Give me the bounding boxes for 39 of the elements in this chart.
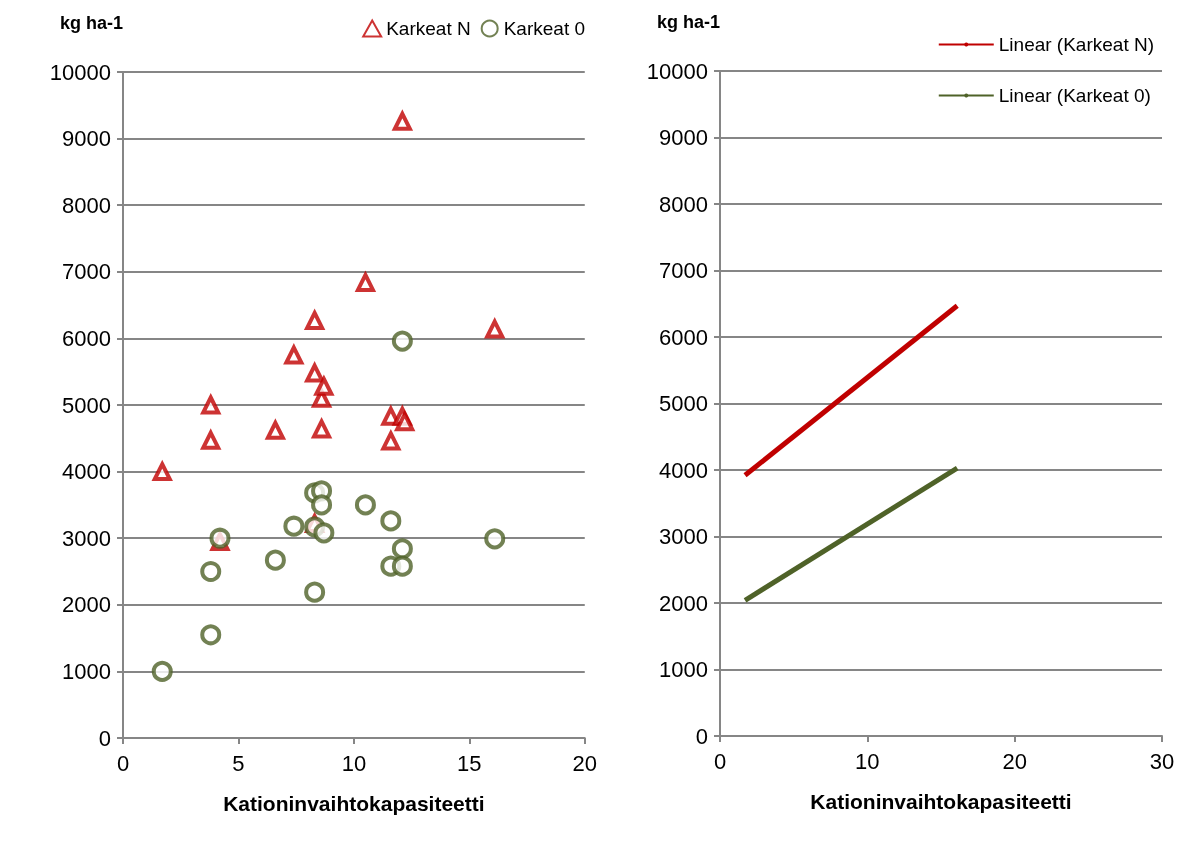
y-tick-label: 8000 (659, 191, 708, 217)
y-tick-label: 9000 (62, 126, 111, 152)
x-tick-label: 0 (713, 748, 727, 774)
y-tick-label: 6000 (659, 324, 708, 350)
legend-label: Linear (Karkeat N) (998, 34, 1155, 55)
y-tick-label: 5000 (659, 391, 708, 416)
y-tick-label: 10000 (49, 59, 111, 85)
legend-label: Karkeat 0 (503, 18, 585, 39)
y-tick-label: 1000 (62, 658, 111, 684)
y-tick-label: 6000 (62, 325, 111, 351)
x-tick-label: 10 (341, 750, 367, 776)
y-tick-label: 5000 (62, 392, 111, 418)
y-tick-label: 2000 (659, 590, 708, 616)
x-tick-label: 0 (116, 750, 130, 776)
x-tick-label: 30 (1149, 748, 1175, 774)
x-tick-label: 5 (232, 750, 245, 776)
legend-label: Karkeat N (386, 18, 471, 39)
y-tick-label: 2000 (62, 592, 111, 618)
y-tick-label: 1000 (659, 657, 708, 682)
x-tick-label: 15 (457, 750, 482, 776)
y-tick-label: 4000 (659, 457, 708, 483)
y-tick-label: 7000 (62, 259, 111, 285)
x-axis-title: Kationinvaihtokapasiteetti (810, 790, 1072, 813)
legend-label: Linear (Karkeat 0) (998, 85, 1151, 106)
y-tick-label: 9000 (659, 125, 708, 150)
y-tick-label: 8000 (62, 192, 111, 218)
y-tick-label: 4000 (62, 459, 111, 485)
x-tick-label: 20 (1002, 748, 1027, 774)
x-tick-label: 10 (855, 748, 880, 774)
y-axis-title: kg ha-1 (59, 13, 123, 33)
y-tick-label: 10000 (646, 58, 708, 84)
x-axis-title: Kationinvaihtokapasiteetti (223, 792, 485, 815)
x-tick-label: 20 (572, 750, 598, 776)
y-axis-title: kg ha-1 (656, 12, 720, 32)
y-tick-label: 3000 (62, 525, 111, 551)
y-tick-label: 0 (695, 723, 708, 749)
y-tick-label: 3000 (659, 524, 708, 549)
y-tick-label: 0 (98, 725, 111, 751)
y-tick-label: 7000 (659, 258, 708, 283)
